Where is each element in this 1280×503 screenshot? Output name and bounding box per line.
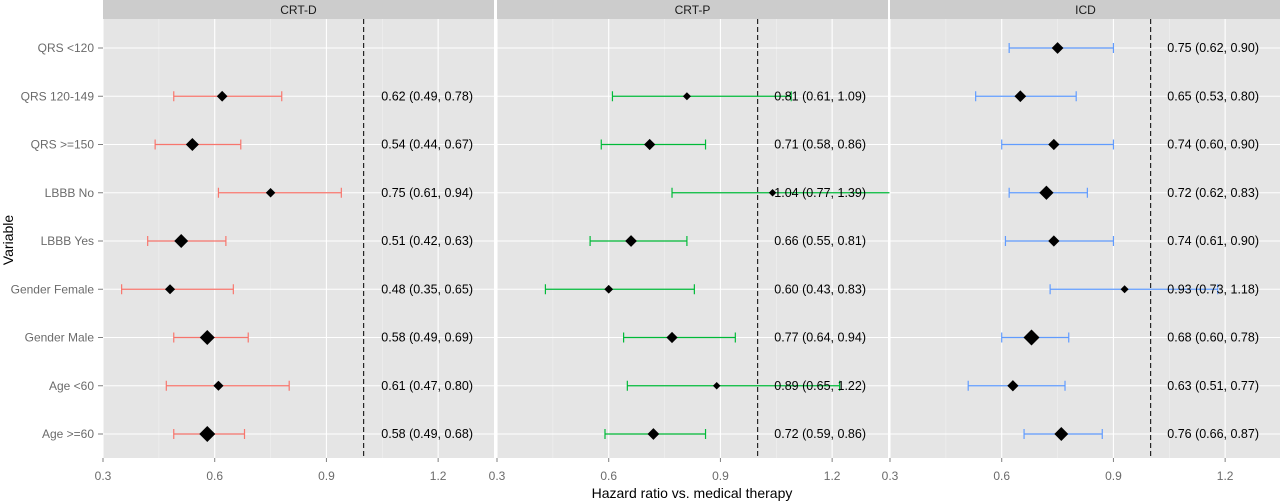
panel-strip — [890, 0, 1280, 19]
point-estimate — [265, 188, 276, 198]
panel-strip — [497, 0, 888, 19]
point-estimate — [199, 426, 216, 442]
y-tick-label: QRS 120-149 — [21, 89, 95, 103]
point-estimate — [164, 284, 176, 295]
panel-crt-d: CRT-D 0.62 (0.49, 0.78) 0.54 (0.44, 0.67) 0… — [95, 0, 494, 483]
panel-icd: ICD 0.75 (0.62, 0.90) 0.65 (0.53, 0.80) 0.7… — [882, 0, 1280, 483]
hr-data-label: 0.60 (0.43, 0.83) — [774, 282, 866, 296]
hr-data-label: 0.74 (0.61, 0.90) — [1167, 234, 1259, 248]
hr-data-label: 0.81 (0.61, 1.09) — [774, 89, 866, 103]
hr-data-label: 0.75 (0.62, 0.90) — [1167, 41, 1259, 55]
y-axis-title: Variable — [0, 215, 16, 266]
point-estimate — [1048, 235, 1060, 247]
y-tick-label: LBBB Yes — [41, 234, 94, 248]
point-estimate — [185, 137, 199, 152]
hr-data-label: 0.89 (0.65, 1.22) — [774, 379, 866, 393]
hr-data-label: 0.65 (0.53, 0.80) — [1167, 89, 1259, 103]
hr-data-label: 1.04 (0.77, 1.39) — [774, 186, 866, 200]
point-estimate — [768, 188, 777, 197]
hr-data-label: 0.48 (0.35, 0.65) — [381, 282, 473, 296]
x-tick-label: 0.6 — [600, 469, 617, 483]
x-tick-label: 0.3 — [95, 469, 112, 483]
point-estimate — [1054, 427, 1069, 441]
hr-data-label: 0.63 (0.51, 0.77) — [1167, 379, 1259, 393]
x-tick-label: 0.3 — [882, 469, 899, 483]
hr-data-label: 0.62 (0.49, 0.78) — [381, 89, 473, 103]
hr-data-label: 0.58 (0.49, 0.69) — [381, 331, 473, 345]
panels-group: CRT-D 0.62 (0.49, 0.78) 0.54 (0.44, 0.67) 0… — [95, 0, 1280, 483]
x-tick-label: 0.6 — [993, 469, 1010, 483]
point-estimate — [1014, 90, 1027, 103]
panel-background — [497, 19, 888, 458]
point-estimate — [625, 235, 637, 247]
x-tick-label: 1.2 — [1217, 469, 1234, 483]
hr-data-label: 0.68 (0.60, 0.78) — [1167, 331, 1259, 345]
x-tick-label: 0.9 — [318, 469, 335, 483]
y-tick-label: QRS <120 — [38, 41, 95, 55]
x-tick-label: 0.9 — [712, 469, 729, 483]
point-estimate — [647, 428, 660, 440]
point-estimate — [666, 331, 678, 344]
point-estimate — [174, 234, 189, 248]
y-tick-label: Gender Female — [11, 282, 95, 296]
point-estimate — [644, 138, 656, 151]
point-estimate — [1039, 185, 1054, 200]
point-estimate — [682, 92, 691, 101]
y-tick-label: Age <60 — [49, 379, 94, 393]
hr-data-label: 0.72 (0.59, 0.86) — [774, 427, 866, 441]
y-tick-label: QRS >=150 — [31, 138, 95, 152]
x-tick-label: 1.2 — [824, 469, 841, 483]
hr-data-label: 0.77 (0.64, 0.94) — [774, 331, 866, 345]
x-tick-label: 0.3 — [489, 469, 506, 483]
hr-data-label: 0.74 (0.60, 0.90) — [1167, 138, 1259, 152]
panel-title: CRT-D — [280, 3, 317, 17]
hr-data-label: 0.93 (0.73, 1.18) — [1167, 282, 1259, 296]
point-estimate — [213, 380, 224, 391]
x-tick-label: 1.2 — [430, 469, 447, 483]
hr-data-label: 0.75 (0.61, 0.94) — [381, 186, 473, 200]
point-estimate — [199, 330, 215, 345]
panel-background — [103, 19, 494, 458]
x-tick-label: 0.6 — [206, 469, 223, 483]
y-axis: QRS <120 QRS 120-149 QRS >=150 LBBB No LBBB … — [11, 41, 103, 441]
point-estimate — [1023, 329, 1040, 346]
hr-data-label: 0.61 (0.47, 0.80) — [381, 379, 473, 393]
hr-data-label: 0.66 (0.55, 0.81) — [774, 234, 866, 248]
y-tick-label: LBBB No — [45, 186, 95, 200]
hr-data-label: 0.51 (0.42, 0.63) — [381, 234, 473, 248]
panel-title: ICD — [1075, 3, 1096, 17]
hr-data-label: 0.54 (0.44, 0.67) — [381, 138, 473, 152]
point-estimate — [1120, 285, 1129, 294]
panel-strip — [103, 0, 494, 19]
point-estimate — [1007, 380, 1019, 392]
x-tick-label: 0.9 — [1105, 469, 1122, 483]
point-estimate — [216, 90, 228, 102]
x-axis-title: Hazard ratio vs. medical therapy — [592, 485, 793, 501]
y-tick-label: Gender Male — [25, 331, 95, 345]
panel-background — [890, 19, 1280, 458]
y-tick-label: Age >=60 — [42, 427, 94, 441]
hr-data-label: 0.71 (0.58, 0.86) — [774, 138, 866, 152]
hr-data-label: 0.58 (0.49, 0.68) — [381, 427, 473, 441]
point-estimate — [712, 381, 721, 390]
point-estimate — [1048, 138, 1060, 151]
point-estimate — [604, 284, 614, 294]
hr-data-label: 0.76 (0.66, 0.87) — [1167, 427, 1259, 441]
hr-data-label: 0.72 (0.62, 0.83) — [1167, 186, 1259, 200]
panel-crt-p: CRT-P 0.81 (0.61, 1.09) 0.71 (0.58, 0.86) 1… — [489, 0, 904, 483]
point-estimate — [1051, 42, 1064, 54]
panel-title: CRT-P — [675, 3, 711, 17]
